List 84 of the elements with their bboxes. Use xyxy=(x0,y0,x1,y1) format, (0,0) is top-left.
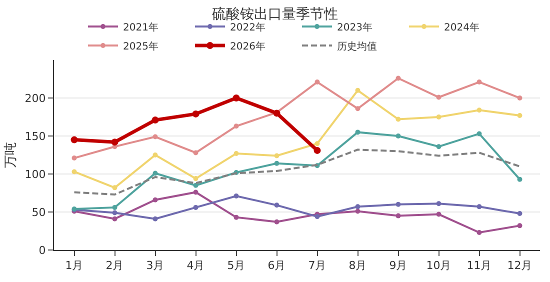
point xyxy=(70,136,78,144)
point xyxy=(72,156,77,161)
legend-label: 2024年 xyxy=(444,21,480,34)
point xyxy=(355,88,360,93)
x-tick-label: 8月 xyxy=(348,259,367,272)
point xyxy=(193,176,198,182)
point xyxy=(234,214,239,220)
x-tick-label: 9月 xyxy=(389,259,408,272)
point xyxy=(274,160,280,166)
point xyxy=(476,80,482,85)
point xyxy=(112,216,118,222)
legend-label: 2025年 xyxy=(123,40,158,52)
point xyxy=(193,190,198,195)
x-tick-label: 5月 xyxy=(227,259,246,272)
point xyxy=(436,114,442,120)
point xyxy=(152,170,158,176)
point xyxy=(232,94,240,102)
point xyxy=(355,106,360,112)
point xyxy=(193,204,198,210)
point xyxy=(192,110,200,118)
point xyxy=(234,124,239,129)
point xyxy=(355,130,360,135)
point xyxy=(436,94,442,100)
point xyxy=(396,202,401,207)
y-tick-label: 50 xyxy=(32,206,46,219)
x-tick-label: 6月 xyxy=(268,259,286,272)
y-tick-label: 200 xyxy=(24,92,46,105)
point xyxy=(396,134,401,138)
point xyxy=(314,80,320,85)
x-tick-label: 4月 xyxy=(186,259,205,272)
point xyxy=(476,108,482,113)
point xyxy=(517,112,522,118)
legend-label: 2022年 xyxy=(230,21,266,34)
point xyxy=(112,204,118,210)
point xyxy=(274,219,280,224)
point xyxy=(476,204,482,210)
point xyxy=(112,210,118,216)
legend-label: 2023年 xyxy=(337,21,372,34)
x-tick-label: 7月 xyxy=(308,259,326,272)
point xyxy=(517,211,522,216)
line-series xyxy=(73,148,521,196)
y-tick-label: 100 xyxy=(24,168,46,181)
point xyxy=(152,116,159,124)
x-tick-label: 10月 xyxy=(426,259,452,272)
point xyxy=(436,201,442,206)
point xyxy=(476,230,482,236)
point xyxy=(72,169,77,174)
point xyxy=(152,134,158,140)
y-axis-title: 万吨 xyxy=(4,142,19,168)
point xyxy=(517,176,522,182)
point xyxy=(314,141,320,146)
legend-label: 2021年 xyxy=(123,21,158,34)
x-tick-label: 11月 xyxy=(466,259,492,272)
x-tick-label: 1月 xyxy=(65,259,84,272)
point xyxy=(436,144,442,150)
point xyxy=(396,116,401,122)
point xyxy=(234,194,239,199)
x-tick-label: 2月 xyxy=(106,259,124,272)
point xyxy=(111,138,118,146)
point xyxy=(436,212,442,217)
point xyxy=(152,152,158,158)
point xyxy=(193,182,198,188)
point xyxy=(274,202,280,208)
point xyxy=(476,131,482,136)
point xyxy=(274,153,280,158)
chart-title: 硫酸铵出口量季节性 xyxy=(212,6,338,22)
y-tick-label: 150 xyxy=(24,130,46,143)
point xyxy=(396,213,401,218)
point xyxy=(314,214,320,220)
point xyxy=(314,146,321,154)
legend-label: 2026年 xyxy=(230,40,266,52)
point xyxy=(355,204,360,210)
point xyxy=(112,185,118,190)
point xyxy=(152,197,158,202)
point xyxy=(396,76,401,81)
point xyxy=(517,223,522,228)
x-tick-label: 12月 xyxy=(507,259,532,272)
point xyxy=(234,150,239,156)
x-tick-label: 3月 xyxy=(146,259,164,272)
y-tick-label: 0 xyxy=(38,244,46,257)
point xyxy=(517,96,522,100)
point xyxy=(193,150,198,156)
point xyxy=(152,216,158,222)
legend-label: 历史均值 xyxy=(337,40,377,52)
